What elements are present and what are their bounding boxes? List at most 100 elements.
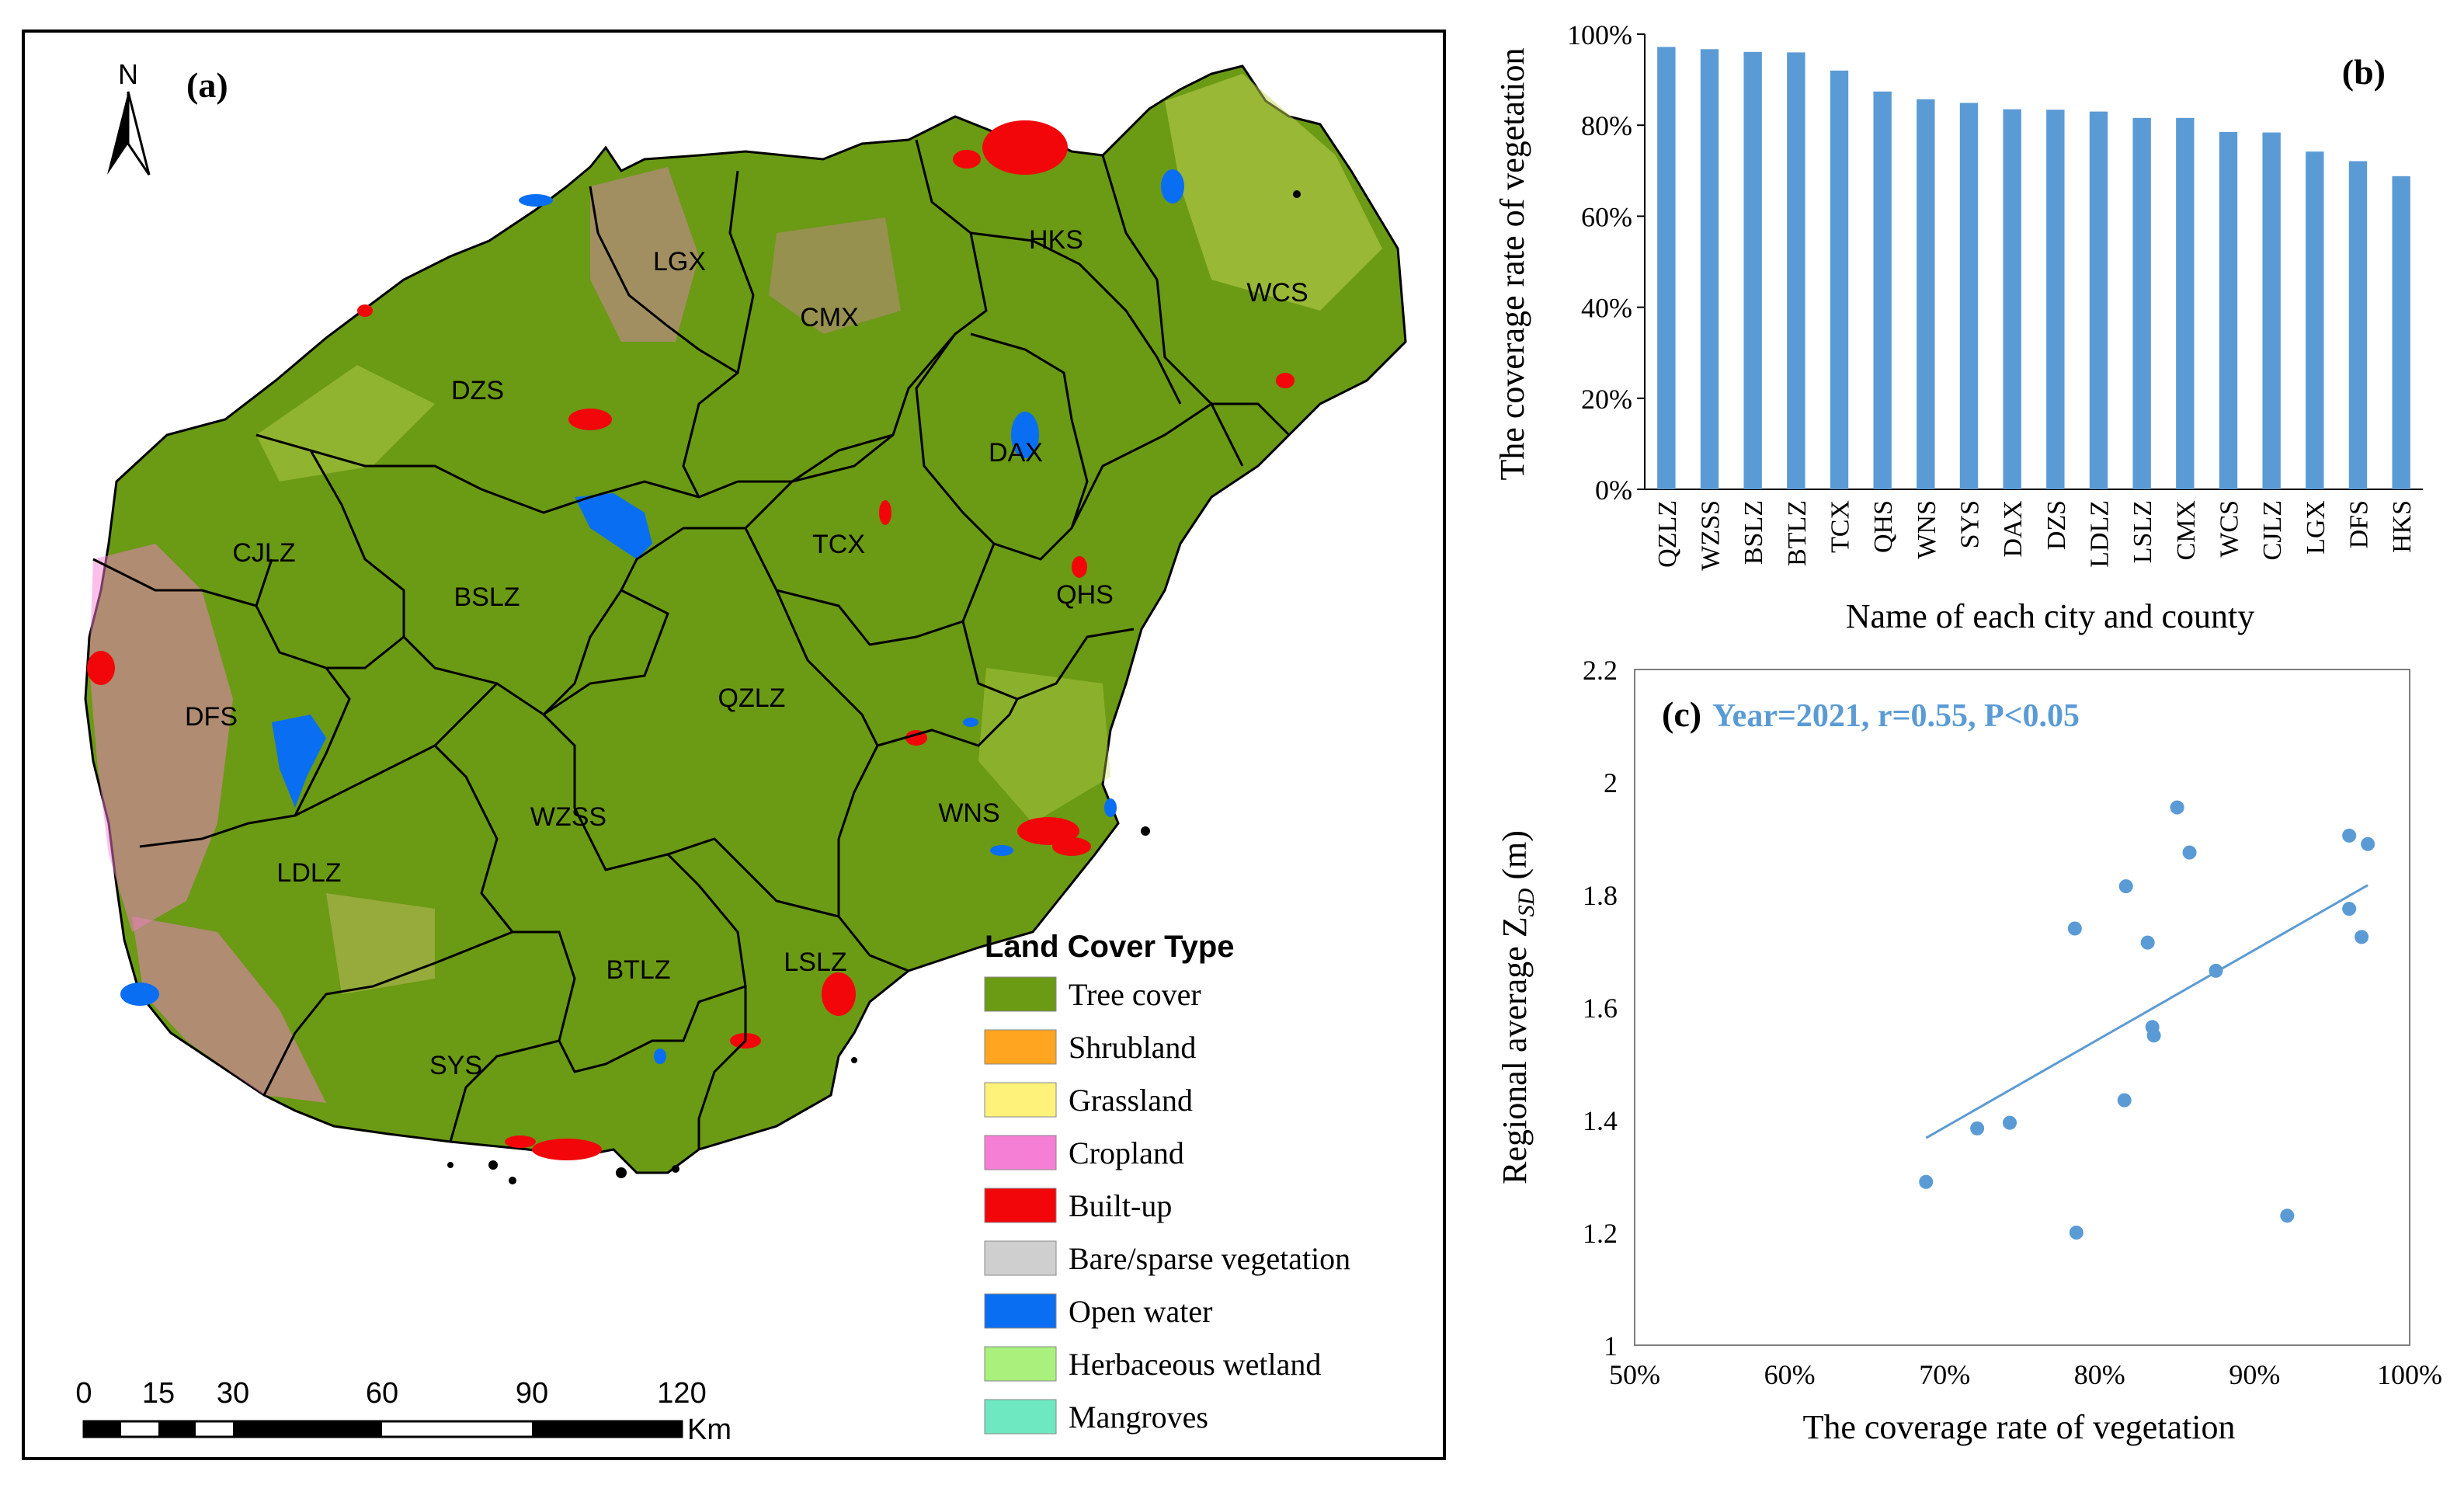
scatter-annotation: Year=2021, r=0.55, P<0.05 xyxy=(1712,698,2080,734)
legend-label: Built-up xyxy=(1069,1188,1172,1223)
bar xyxy=(1830,70,1849,489)
chart-c-xlabel: The coverage rate of vegetation xyxy=(1802,1408,2235,1446)
legend-swatch xyxy=(984,976,1057,1012)
legend-swatch xyxy=(984,1293,1057,1329)
region-label: BTLZ xyxy=(606,955,670,985)
scatter-point xyxy=(2003,1115,2017,1130)
legend-swatch xyxy=(984,1399,1057,1435)
y-tick-label: 1.6 xyxy=(1583,993,1618,1024)
scatter-point xyxy=(2146,1028,2161,1043)
legend-swatch xyxy=(984,1240,1057,1276)
x-tick-label: DFS xyxy=(2345,500,2374,548)
scale-bar: 0 15 30 60 90 120 Km xyxy=(75,1377,732,1446)
x-tick-label: WCS xyxy=(2216,500,2244,558)
scatter-point xyxy=(2067,921,2082,936)
scatter-point xyxy=(1970,1121,1985,1135)
y-tick-label: 100% xyxy=(1567,19,1632,50)
bar xyxy=(2219,131,2238,490)
bar xyxy=(1787,52,1805,489)
scatter-point xyxy=(2140,935,2155,950)
built-up-areas xyxy=(87,120,1295,1160)
legend-label: Grassland xyxy=(1069,1083,1193,1118)
bar xyxy=(1917,99,1935,489)
county-boundaries xyxy=(92,139,1291,1149)
bar xyxy=(2392,176,2410,489)
scale-tick: 15 xyxy=(142,1377,175,1410)
scatter-point xyxy=(2118,879,2133,894)
bar xyxy=(2003,109,2021,489)
scatter-point xyxy=(2209,963,2223,978)
x-tick-label: CMX xyxy=(2172,500,2201,560)
y-tick-label: 40% xyxy=(1581,293,1632,324)
open-water xyxy=(120,169,1184,1064)
region-label: HKS xyxy=(1029,225,1083,255)
x-tick-label: 100% xyxy=(2377,1359,2442,1390)
small-islands xyxy=(447,190,1301,1184)
region-label: DAX xyxy=(989,438,1043,468)
y-tick-label: 1.4 xyxy=(1583,1105,1618,1136)
grassland-patch xyxy=(256,365,435,482)
scale-tick: 30 xyxy=(217,1377,249,1410)
ylabel-tail: (m) xyxy=(1496,830,1534,889)
scatter-point xyxy=(2342,828,2357,843)
region-label: WZSS xyxy=(530,802,606,832)
legend-title: Land Cover Type xyxy=(985,930,1235,964)
x-tick-label: BSLZ xyxy=(1739,500,1768,565)
cropland-patch xyxy=(769,217,901,334)
x-tick-label: 60% xyxy=(1764,1359,1816,1390)
scatter-point xyxy=(2361,836,2375,851)
y-tick-label: 2.2 xyxy=(1583,655,1618,686)
bar xyxy=(2089,111,2108,489)
legend-swatch xyxy=(984,1188,1057,1223)
trendline xyxy=(1925,884,2368,1139)
legend-label: Cropland xyxy=(1069,1135,1184,1170)
scale-tick: 0 xyxy=(75,1377,92,1410)
x-tick-label: 50% xyxy=(1609,1359,1660,1390)
scale-tick: 90 xyxy=(516,1377,548,1410)
x-tick-label: 80% xyxy=(2074,1359,2125,1390)
x-tick-label: QZLZ xyxy=(1653,500,1682,568)
scatter-point xyxy=(2069,1226,2083,1240)
x-tick-label: 90% xyxy=(2229,1359,2280,1390)
chart-b-xlabel: Name of each city and county xyxy=(1846,597,2255,635)
bar xyxy=(2176,117,2195,489)
legend-label: Herbaceous wetland xyxy=(1069,1347,1321,1382)
scatter-point xyxy=(2355,930,2369,944)
bar xyxy=(2132,117,2151,489)
x-tick-label: TCX xyxy=(1826,500,1855,553)
x-tick-label: 70% xyxy=(1919,1359,1970,1390)
legend-label: Bare/sparse vegetation xyxy=(1069,1241,1350,1276)
bar xyxy=(2348,161,2368,489)
bar xyxy=(2262,132,2281,490)
chart-b-ylabel: The coverage rate of vegetation xyxy=(1493,47,1531,480)
region-label: QZLZ xyxy=(718,683,786,713)
scatter-chart-panel: 50% 60% 70% 80% 90% 100% 1 1.2 1.4 1.6 1.8 2 2.2 (c)… xyxy=(1496,655,2442,1446)
bar-chart-panel: The coverage rate of vegetation 0% 20% 40%… xyxy=(1493,19,2423,635)
scale-tick: 60 xyxy=(366,1377,398,1410)
x-tick-label: BTLZ xyxy=(1783,500,1812,566)
scatter-point xyxy=(2182,845,2197,860)
legend-swatch xyxy=(984,1082,1057,1118)
legend-swatch xyxy=(984,1346,1057,1382)
x-tick-label: DAX xyxy=(1999,500,2028,558)
region-label: QHS xyxy=(1056,580,1114,610)
x-tick-label: LGX xyxy=(2302,500,2330,555)
x-tick-label: WZSS xyxy=(1697,500,1725,571)
region-label: LGX xyxy=(653,247,706,276)
scatter-point xyxy=(2280,1209,2295,1223)
scatter-plot-frame xyxy=(1634,669,2410,1346)
scatter-point xyxy=(2170,800,2184,815)
y-tick-label: 1 xyxy=(1604,1330,1618,1362)
bar xyxy=(2306,151,2324,490)
y-tick-label: 20% xyxy=(1581,384,1632,415)
map-panel: LGX HKS WCS CMX DZS DAX TCX CJLZ BSLZ QH… xyxy=(22,30,1446,1460)
x-tick-label: DZS xyxy=(2042,500,2071,550)
county-labels: LGX HKS WCS CMX DZS DAX TCX CJLZ BSLZ QH… xyxy=(185,225,1308,1080)
y-tick-label: 1.2 xyxy=(1583,1218,1618,1249)
land-cover-patches xyxy=(89,74,1382,1103)
legend-label: Mangroves xyxy=(1069,1400,1208,1435)
scale-tick: 120 xyxy=(657,1377,706,1410)
north-arrow-icon: N xyxy=(107,58,151,176)
bar xyxy=(2046,110,2065,489)
